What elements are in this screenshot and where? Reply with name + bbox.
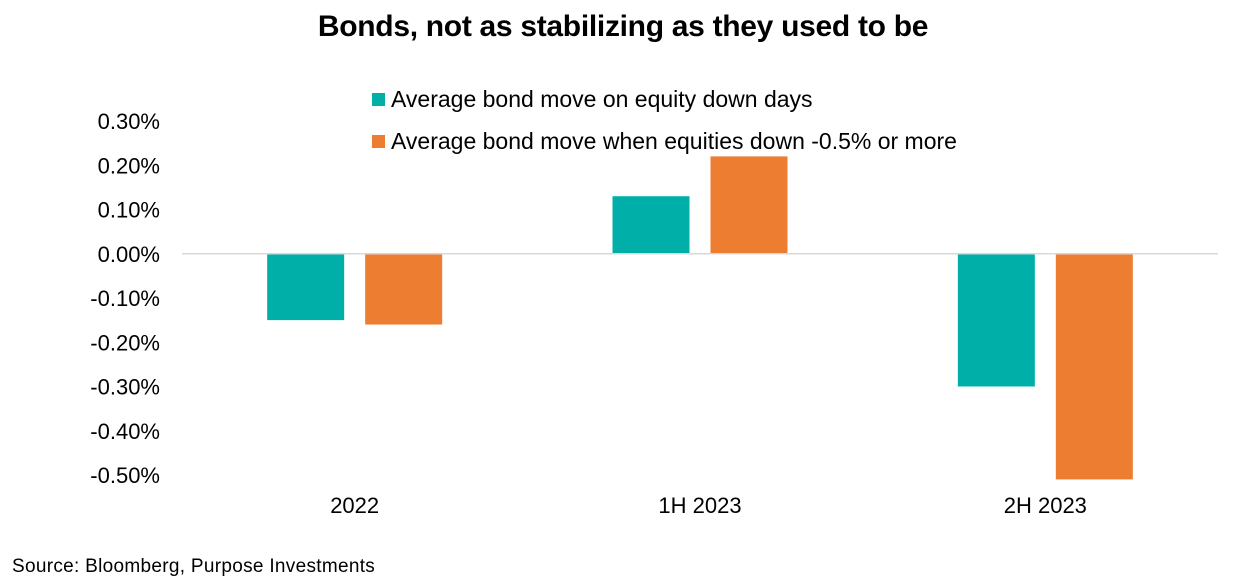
y-tick-label: -0.20% (90, 330, 160, 355)
bar-1-2022 (267, 253, 345, 321)
y-tick-label: -0.40% (90, 419, 160, 444)
bar-1-2h-2023 (957, 253, 1035, 387)
legend-item-series-1: Average bond move on equity down days (372, 78, 957, 120)
legend-label-series-1: Average bond move on equity down days (391, 85, 813, 112)
x-tick-label: 1H 2023 (658, 493, 741, 518)
y-tick-label: 0.30% (98, 109, 160, 134)
source-note: Source: Bloomberg, Purpose Investments (12, 556, 376, 577)
legend-swatch-series-1 (372, 92, 385, 106)
y-tick-label: 0.10% (98, 198, 160, 223)
bar-2-1h-2023 (710, 156, 788, 254)
y-tick-label: -0.10% (90, 286, 160, 311)
chart-legend: Average bond move on equity down days Av… (372, 78, 957, 162)
legend-item-series-2: Average bond move when equities down -0.… (372, 120, 957, 162)
legend-swatch-series-2 (372, 134, 385, 148)
bar-1-1h-2023 (612, 196, 690, 254)
legend-label-series-2: Average bond move when equities down -0.… (391, 127, 957, 154)
bar-2-2022 (365, 253, 443, 325)
x-tick-label: 2022 (330, 493, 379, 518)
bar-2-2h-2023 (1055, 253, 1133, 480)
chart-title: Bonds, not as stabilizing as they used t… (317, 10, 929, 43)
y-tick-label: 0.00% (98, 242, 160, 267)
y-tick-label: -0.30% (90, 375, 160, 400)
y-tick-label: -0.50% (90, 463, 160, 488)
y-tick-label: 0.20% (98, 153, 160, 178)
x-tick-label: 2H 2023 (1004, 493, 1087, 518)
